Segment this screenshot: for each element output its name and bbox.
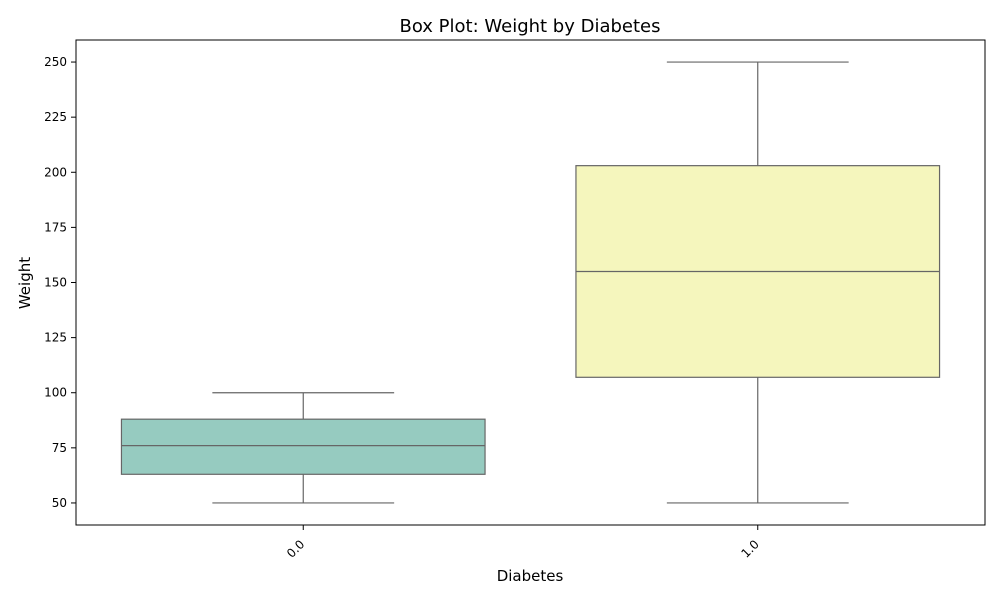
y-tick-label: 50 (52, 496, 67, 510)
x-tick-label: 1.0 (738, 537, 761, 560)
plot-area (120, 61, 941, 504)
box-group-1.0 (575, 61, 941, 504)
y-axis: 50 75 100 125 150 175 200 225 250 (44, 55, 76, 510)
y-tick-label: 200 (44, 165, 67, 179)
y-tick-label: 125 (44, 331, 67, 345)
y-axis-label: Weight (16, 257, 34, 309)
y-tick-label: 175 (44, 220, 67, 234)
box-group-0.0 (120, 392, 486, 504)
iqr-box (120, 418, 486, 475)
y-tick-label: 250 (44, 55, 67, 69)
x-tick-label: 0.0 (284, 537, 307, 560)
chart-title: Box Plot: Weight by Diabetes (399, 16, 660, 37)
y-tick-label: 150 (44, 276, 67, 290)
y-tick-label: 100 (44, 386, 67, 400)
x-axis: 0.0 1.0 (284, 525, 762, 561)
y-tick-label: 225 (44, 110, 67, 124)
x-axis-label: Diabetes (497, 567, 564, 585)
y-tick-label: 75 (52, 441, 67, 455)
